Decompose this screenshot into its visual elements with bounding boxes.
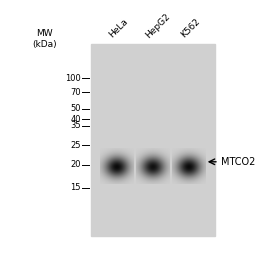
Text: 20: 20	[70, 160, 81, 169]
Text: MW
(kDa): MW (kDa)	[33, 29, 57, 49]
Text: 25: 25	[70, 141, 81, 150]
Text: HeLa: HeLa	[108, 17, 130, 40]
Text: HepG2: HepG2	[143, 12, 172, 40]
Text: 50: 50	[70, 104, 81, 113]
Text: MTCO2: MTCO2	[221, 157, 256, 167]
Text: 40: 40	[70, 115, 81, 124]
Bar	[91, 44, 215, 236]
Text: 15: 15	[70, 183, 81, 193]
Text: 100: 100	[65, 73, 81, 83]
Text: 35: 35	[70, 121, 81, 130]
Text: K562: K562	[179, 17, 202, 40]
Text: 70: 70	[70, 88, 81, 97]
